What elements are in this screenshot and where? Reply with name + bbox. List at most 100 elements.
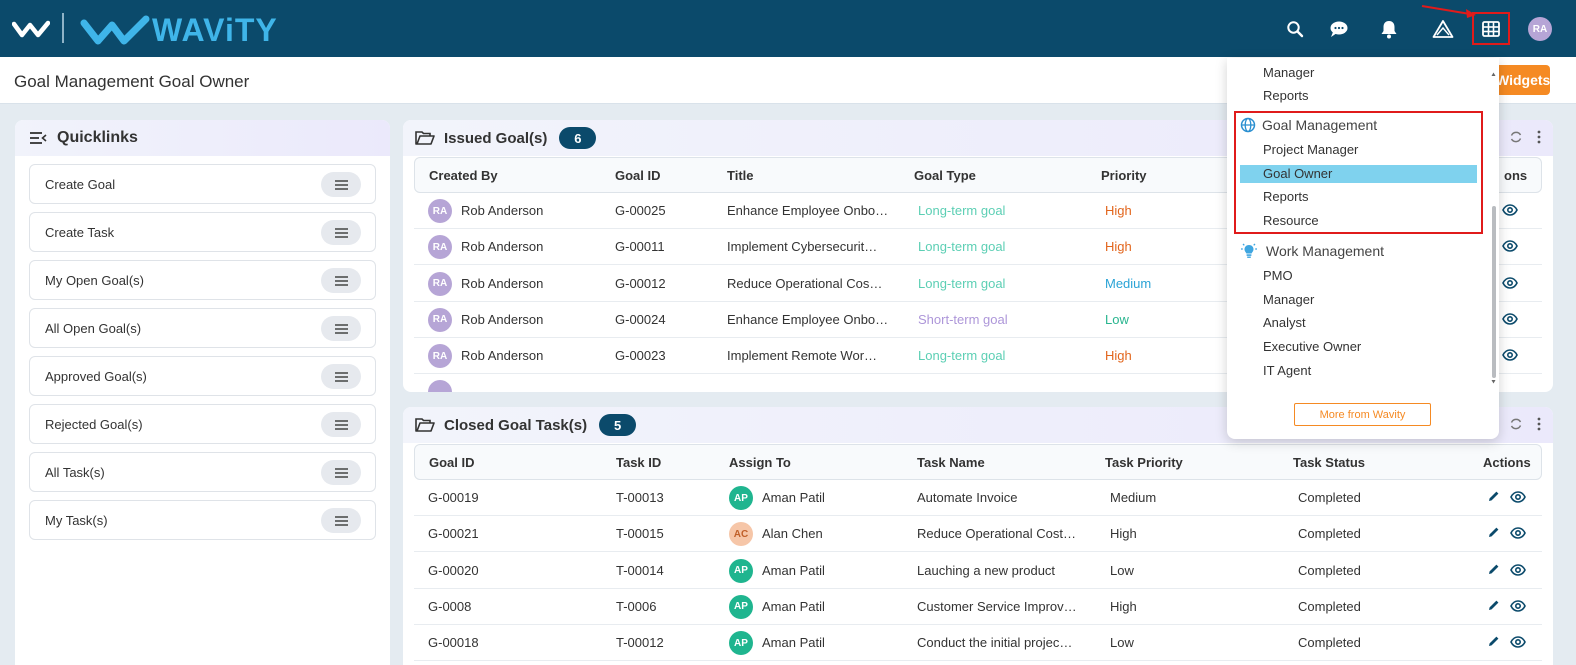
table-row[interactable]: RA Rob Anderson G-00023 Implement Remote Wo…: [414, 338, 1542, 375]
menu-item-pmo[interactable]: PMO: [1263, 268, 1293, 283]
apps-dropdown-menu: Manager Reports Goal Management Project …: [1227, 58, 1499, 439]
scrollbar[interactable]: [1491, 72, 1496, 384]
goal-title[interactable]: Implement Remote Wor…: [727, 348, 878, 364]
view-eye-icon[interactable]: [1502, 312, 1518, 330]
edit-pencil-icon[interactable]: [1487, 599, 1500, 617]
view-eye-icon[interactable]: [1502, 203, 1518, 221]
goal-title[interactable]: Enhance Employee Onbo…: [727, 311, 889, 327]
quicklink-item[interactable]: Approved Goal(s): [29, 356, 376, 396]
menu-item-goal-owner[interactable]: Goal Owner: [1263, 166, 1333, 181]
quicklink-label: Rejected Goal(s): [45, 416, 143, 432]
view-eye-icon[interactable]: [1502, 276, 1518, 294]
task-name[interactable]: Lauching a new product: [917, 562, 1056, 578]
view-eye-icon[interactable]: [1510, 563, 1526, 581]
quicklink-label: All Task(s): [45, 464, 105, 480]
column-header[interactable]: Goal ID: [429, 455, 475, 470]
column-header[interactable]: Title: [727, 168, 754, 183]
table-row[interactable]: RA Rob Anderson G-00011 Implement Cybersecu…: [414, 229, 1542, 266]
hamburger-menu-icon[interactable]: [321, 364, 361, 389]
table-row[interactable]: RA Rob Anderson G-00025 Enhance Employee On…: [414, 193, 1542, 229]
hamburger-menu-icon[interactable]: [321, 316, 361, 341]
view-eye-icon[interactable]: [1510, 635, 1526, 653]
wavity-logo[interactable]: WAViTY: [80, 12, 278, 49]
goal-title[interactable]: Implement Cybersecurit…: [727, 239, 878, 255]
apps-grid-button[interactable]: [1472, 12, 1510, 45]
column-header[interactable]: ons: [1504, 168, 1528, 183]
edit-pencil-icon[interactable]: [1487, 526, 1500, 544]
hamburger-menu-icon[interactable]: [321, 460, 361, 485]
alert-triangle-icon[interactable]: [1430, 16, 1456, 42]
quicklink-label: Create Goal: [45, 176, 116, 192]
task-name[interactable]: Reduce Operational Cost…: [917, 526, 1076, 542]
more-options-icon[interactable]: [1537, 130, 1541, 144]
column-header[interactable]: Goal Type: [914, 168, 976, 183]
task-name[interactable]: Conduct the initial projec…: [917, 635, 1073, 651]
table-row[interactable]: G-0008 T-0006 AP Aman Patil Customer Service…: [414, 589, 1542, 625]
assign-to: Aman Patil: [762, 635, 825, 651]
view-eye-icon[interactable]: [1510, 599, 1526, 617]
user-avatar[interactable]: RA: [1528, 17, 1552, 41]
menu-item-resource[interactable]: Resource: [1263, 213, 1319, 228]
refresh-icon[interactable]: [1509, 417, 1523, 431]
column-header[interactable]: Priority: [1101, 168, 1147, 183]
column-header[interactable]: Created By: [429, 168, 498, 183]
quicklink-item[interactable]: Rejected Goal(s): [29, 404, 376, 444]
goal-title[interactable]: Enhance Employee Onbo…: [727, 203, 889, 218]
task-id: T-00012: [616, 635, 664, 651]
wavity-mark-icon[interactable]: [12, 18, 50, 40]
table-row[interactable]: RA Rob Anderson G-00024 Enhance Employee On…: [414, 302, 1542, 338]
table-row[interactable]: G-00019 T-00013 AP Aman Patil Automate Invoi…: [414, 480, 1542, 516]
column-header[interactable]: Task ID: [616, 455, 662, 470]
table-row[interactable]: G-00021 T-00015 AC Alan Chen Reduce Operatio…: [414, 516, 1542, 553]
view-eye-icon[interactable]: [1502, 239, 1518, 257]
column-header[interactable]: Assign To: [729, 455, 791, 470]
menu-item-manager[interactable]: Manager: [1263, 65, 1315, 80]
quicklink-item[interactable]: My Open Goal(s): [29, 260, 376, 300]
bell-icon[interactable]: [1376, 16, 1402, 42]
table-row[interactable]: G-00020 T-00014 AP Aman Patil Lauching a new…: [414, 553, 1542, 589]
hamburger-menu-icon[interactable]: [321, 508, 361, 533]
menu-item-analyst[interactable]: Analyst: [1263, 315, 1306, 330]
search-icon[interactable]: [1282, 16, 1308, 42]
hamburger-menu-icon[interactable]: [321, 172, 361, 197]
refresh-icon[interactable]: [1509, 130, 1523, 144]
menu-item-reports[interactable]: Reports: [1263, 88, 1309, 103]
menu-item-manager[interactable]: Manager: [1263, 292, 1315, 307]
menu-item-reports[interactable]: Reports: [1263, 189, 1309, 204]
hamburger-menu-icon[interactable]: [321, 412, 361, 437]
table-row-partial: [414, 374, 1542, 392]
collapse-menu-icon[interactable]: [29, 131, 47, 145]
view-eye-icon[interactable]: [1502, 348, 1518, 366]
more-options-icon[interactable]: [1537, 417, 1541, 431]
menu-item-it-agent[interactable]: IT Agent: [1263, 363, 1312, 378]
menu-item-executive-owner[interactable]: Executive Owner: [1263, 339, 1362, 354]
task-name[interactable]: Automate Invoice: [917, 490, 1018, 505]
table-row[interactable]: RA Rob Anderson G-00012 Reduce Operational …: [414, 266, 1542, 302]
column-header[interactable]: Task Status: [1293, 455, 1366, 470]
column-header[interactable]: Goal ID: [615, 168, 661, 183]
goal-title[interactable]: Reduce Operational Cos…: [727, 275, 883, 291]
more-from-wavity-button[interactable]: More from Wavity: [1294, 403, 1431, 426]
edit-pencil-icon[interactable]: [1487, 635, 1500, 653]
widgets-button[interactable]: Widgets: [1494, 65, 1550, 95]
quicklink-item[interactable]: Create Goal: [29, 164, 376, 204]
edit-pencil-icon[interactable]: [1487, 490, 1500, 508]
goal-type: Long-term goal: [918, 275, 1006, 291]
table-row[interactable]: G-00018 T-00012 AP Aman Patil Conduct the in…: [414, 625, 1542, 662]
quicklink-item[interactable]: My Task(s): [29, 500, 376, 540]
column-header[interactable]: Task Priority: [1105, 455, 1183, 470]
view-eye-icon[interactable]: [1510, 490, 1526, 508]
section-title: Work Management: [1266, 243, 1385, 259]
quicklink-item[interactable]: Create Task: [29, 212, 376, 252]
hamburger-menu-icon[interactable]: [321, 220, 361, 245]
quicklink-item[interactable]: All Task(s): [29, 452, 376, 492]
quicklink-item[interactable]: All Open Goal(s): [29, 308, 376, 348]
view-eye-icon[interactable]: [1510, 526, 1526, 544]
task-name[interactable]: Customer Service Improv…: [917, 598, 1077, 614]
scrollbar-thumb[interactable]: [1492, 206, 1496, 378]
hamburger-menu-icon[interactable]: [321, 268, 361, 293]
edit-pencil-icon[interactable]: [1487, 563, 1500, 581]
column-header[interactable]: Task Name: [917, 455, 985, 470]
menu-item-project-manager[interactable]: Project Manager: [1263, 142, 1359, 157]
chat-icon[interactable]: [1326, 16, 1352, 42]
